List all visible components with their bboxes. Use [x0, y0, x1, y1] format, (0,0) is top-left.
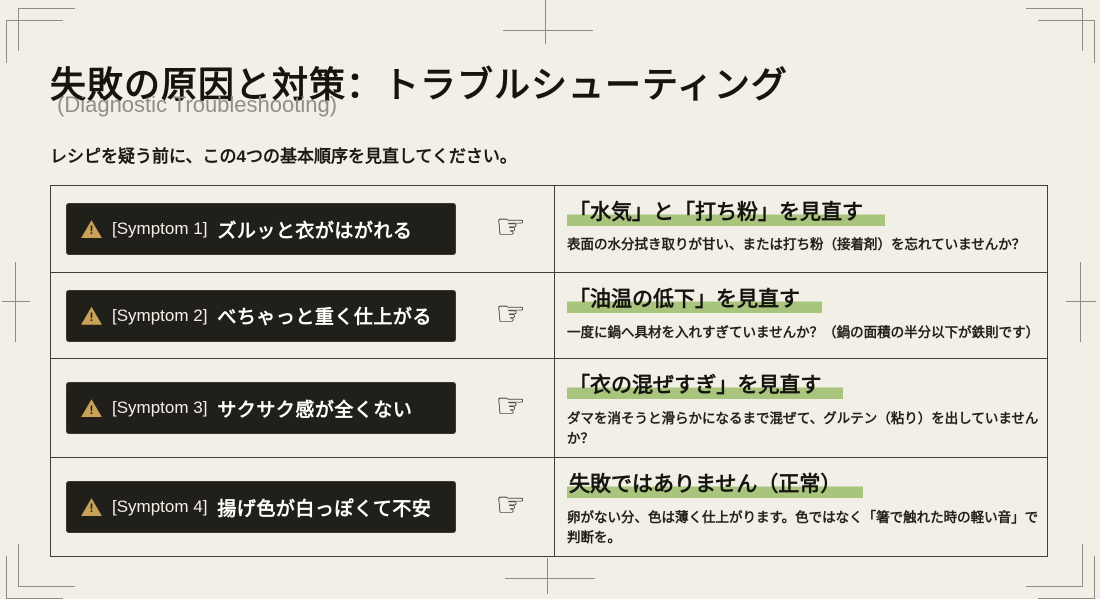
- crop-mark-bottom-center: [505, 578, 595, 579]
- crop-mark-top-left-outer: [18, 8, 75, 51]
- crop-mark-left-center: [2, 301, 30, 302]
- solution-description: 卵がない分、色は薄く仕上がります。色ではなく「箸で触れた時の軽い音」で判断を。: [567, 509, 1039, 545]
- pointing-hand-icon: ☞: [495, 208, 526, 247]
- crop-mark-top-right-outer: [1026, 8, 1083, 51]
- troubleshooting-table: ! [Symptom 1] ズルッと衣がはがれる ☞ 「水気」と「打ち粉」を見直…: [50, 185, 1048, 557]
- solution-description: 表面の水分拭き取りが甘い、または打ち粉（接着剤）を忘れていませんか？: [567, 237, 1026, 253]
- symptom-label: [Symptom 4]: [112, 497, 208, 517]
- solution-title: 「衣の混ぜすぎ」を見直す: [567, 374, 844, 400]
- warning-icon: !: [81, 306, 102, 325]
- symptom-text: ズルッと衣がはがれる: [217, 220, 413, 242]
- warning-icon: !: [81, 220, 102, 239]
- crop-mark-bottom-left-outer: [18, 544, 75, 587]
- crop-mark-bottom-left-inner: [6, 556, 63, 599]
- solution-cell: 「油温の低下」を見直す 一度に鍋へ具材を入れすぎていませんか？（鍋の面積の半分以…: [554, 272, 1047, 359]
- crop-mark-top-left-inner: [6, 20, 63, 63]
- symptom-cell: ! [Symptom 2] べちゃっと重く仕上がる ☞: [51, 272, 554, 358]
- pointing-hand-icon: ☞: [495, 486, 526, 525]
- symptom-cell: ! [Symptom 4] 揚げ色が白っぽくて不安 ☞: [51, 457, 554, 556]
- symptom-cell: ! [Symptom 1] ズルッと衣がはがれる ☞: [51, 186, 554, 272]
- pointing-hand-icon: ☞: [495, 387, 526, 426]
- symptom-badge: ! [Symptom 2] べちゃっと重く仕上がる: [66, 289, 456, 342]
- crop-mark-bottom-right-outer: [1026, 544, 1083, 587]
- crop-mark-bottom-center: [547, 558, 548, 594]
- solution-cell: 失敗ではありません（正常） 卵がない分、色は薄く仕上がります。色ではなく「箸で触…: [554, 457, 1047, 556]
- symptom-badge: ! [Symptom 4] 揚げ色が白っぽくて不安: [66, 481, 456, 534]
- symptom-cell: ! [Symptom 3] サクサク感が全くない ☞: [51, 358, 554, 457]
- solution-description: 一度に鍋へ具材を入れすぎていませんか？（鍋の面積の半分以下が鉄則です）: [567, 324, 1040, 340]
- solution-description: ダマを消そうと滑らかになるまで混ぜて、グルテン（粘り）を出していませんか？: [567, 410, 1039, 446]
- crop-mark-right-center: [1080, 262, 1081, 342]
- solution-title: 「水気」と「打ち粉」を見直す: [567, 201, 885, 226]
- symptom-badge: ! [Symptom 1] ズルッと衣がはがれる: [66, 203, 456, 256]
- solution-title: 失敗ではありません（正常）: [567, 473, 864, 499]
- solution-cell: 「衣の混ぜすぎ」を見直す ダマを消そうと滑らかになるまで混ぜて、グルテン（粘り）…: [554, 358, 1047, 458]
- crop-mark-bottom-right-inner: [1038, 556, 1095, 599]
- warning-icon: !: [81, 399, 102, 418]
- crop-mark-right-center: [1066, 301, 1096, 302]
- solution-cell: 「水気」と「打ち粉」を見直す 表面の水分拭き取りが甘い、または打ち粉（接着剤）を…: [554, 186, 1047, 273]
- symptom-text: サクサク感が全くない: [217, 399, 413, 421]
- lead-text: レシピを疑う前に、この4つの基本順序を見直してください。: [50, 147, 517, 166]
- pointing-hand-icon: ☞: [495, 294, 526, 333]
- symptom-label: [Symptom 2]: [112, 305, 208, 325]
- symptom-text: 揚げ色が白っぽくて不安: [217, 498, 432, 520]
- symptom-text: べちゃっと重く仕上がる: [217, 307, 432, 329]
- crop-mark-left-center: [15, 262, 16, 342]
- page-subtitle: (Diagnostic Troubleshooting): [57, 92, 338, 117]
- page-title: 失敗の原因と対策：トラブルシューティング: [50, 64, 788, 106]
- warning-icon: !: [81, 498, 102, 517]
- crop-mark-top-right-inner: [1038, 20, 1095, 63]
- crop-mark-top-center: [545, 0, 546, 44]
- crop-mark-top-center: [503, 30, 593, 31]
- symptom-label: [Symptom 3]: [112, 398, 208, 418]
- solution-title: 「油温の低下」を見直す: [567, 288, 822, 314]
- symptom-label: [Symptom 1]: [112, 219, 208, 239]
- symptom-badge: ! [Symptom 3] サクサク感が全くない: [66, 382, 456, 435]
